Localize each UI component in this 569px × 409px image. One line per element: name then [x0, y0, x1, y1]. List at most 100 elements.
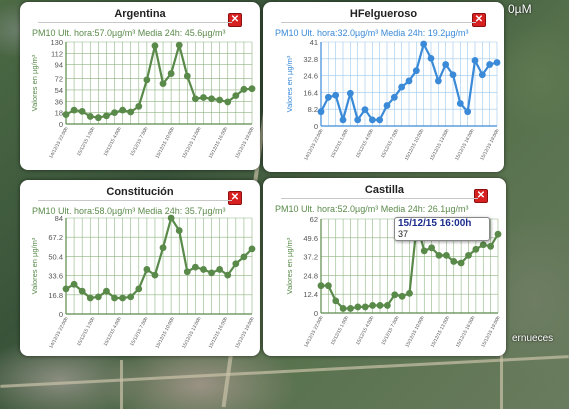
y-tick-label: 84 — [55, 214, 63, 223]
data-point — [191, 263, 199, 271]
data-point — [240, 253, 248, 261]
x-tick-label: 15/12/15 7:00h — [380, 128, 400, 159]
data-point — [434, 77, 442, 85]
y-tick-label: 32.8 — [303, 55, 318, 64]
y-tick-label: 37.2 — [303, 253, 318, 262]
data-point — [175, 227, 183, 234]
x-tick-label: 15/12/15 10:00h — [154, 126, 176, 160]
title-divider — [38, 200, 232, 201]
data-point — [62, 285, 70, 293]
data-point — [456, 100, 464, 107]
x-tick-label: 15/12/15 7:00h — [129, 126, 149, 157]
y-tick-label: 41 — [310, 38, 318, 47]
y-tick-label: 16.4 — [303, 88, 318, 97]
title-divider — [38, 22, 232, 23]
data-point — [478, 71, 486, 79]
panel-subtitle: PM10 Ult. hora:58.0µg/m³ Media 24h: 35.7… — [32, 206, 226, 216]
data-point — [324, 93, 332, 101]
data-point — [435, 251, 443, 259]
data-point — [368, 116, 376, 124]
pm10-chart: 0 18 36 54 72 94 112 130 Valores en µg/m³ 14/12/1… — [30, 38, 256, 160]
data-point — [216, 96, 224, 104]
panel-subtitle: PM10 Ult. hora:52.0µg/m³ Media 24h: 26.1… — [275, 204, 469, 214]
y-axis-label: Valores en µg/m³ — [30, 237, 39, 294]
y-tick-label: 54 — [55, 86, 63, 95]
data-point — [70, 106, 78, 114]
data-point — [339, 116, 347, 124]
station-panel-castilla: Castilla ✕ PM10 Ult. hora:52.0µg/m³ Medi… — [263, 178, 506, 356]
title-divider — [281, 198, 478, 199]
x-tick-label: 15/12/15 10:00h — [404, 315, 426, 349]
y-tick-label: 0 — [59, 120, 63, 129]
tooltip-title: 15/12/15 16:00h — [398, 218, 472, 229]
y-tick-label: 36 — [55, 97, 63, 106]
data-point — [119, 106, 127, 114]
data-point — [78, 107, 86, 115]
series-line — [65, 216, 253, 300]
y-tick-label: 18 — [55, 109, 63, 118]
y-tick-label: 33.6 — [48, 272, 63, 281]
data-point — [224, 98, 232, 106]
data-point — [317, 108, 325, 116]
data-point — [361, 303, 369, 311]
x-tick-label: 15/12/15 13:00h — [429, 128, 451, 162]
data-point — [94, 293, 102, 301]
data-point — [248, 245, 256, 253]
y-tick-label: 0 — [59, 310, 63, 319]
data-point — [86, 113, 94, 120]
data-point — [398, 292, 406, 300]
close-icon[interactable]: ✕ — [228, 191, 242, 205]
data-point — [191, 95, 199, 103]
y-tick-label: 72 — [55, 75, 63, 84]
data-point — [111, 109, 118, 117]
data-point — [332, 297, 340, 305]
panel-title: Constitución — [106, 186, 174, 198]
x-tick-label: 15/12/15 19:00h — [234, 316, 256, 350]
data-point — [167, 70, 175, 77]
y-axis-label: Valores en µg/m³ — [285, 55, 294, 112]
pm10-chart: 0 8.2 16.4 24.6 32.8 41 Valores en µg/m³ 14/12/… — [285, 38, 501, 162]
x-tick-label: 15/12/15 4:00h — [103, 126, 123, 157]
data-point — [376, 302, 384, 309]
data-point — [216, 266, 224, 273]
data-point — [62, 111, 70, 118]
x-tick-label: 15/12/15 4:00h — [355, 315, 375, 346]
data-point — [339, 305, 347, 312]
x-tick-label: 15/12/15 10:00h — [404, 128, 426, 162]
map-place-label: ernueces — [512, 333, 554, 344]
x-tick-label: 15/12/15 13:00h — [430, 315, 452, 349]
station-panel-argentina: Argentina ✕ PM10 Ult. hora:57.0µg/m³ Med… — [20, 2, 260, 170]
station-panel-constitucion: Constitución ✕ PM10 Ult. hora:58.0µg/m³ … — [20, 180, 260, 356]
data-point — [420, 40, 428, 48]
data-point — [383, 302, 391, 309]
y-tick-label: 24.8 — [303, 271, 318, 280]
data-point — [354, 303, 362, 311]
y-tick-label: 24.6 — [303, 72, 318, 81]
data-point — [111, 294, 118, 302]
close-icon[interactable]: ✕ — [474, 189, 488, 203]
data-point — [405, 77, 413, 85]
tooltip-value: 37 — [398, 229, 409, 239]
y-tick-label: 0 — [314, 122, 318, 131]
panel-subtitle: PM10 Ult. hora:32.0µg/m³ Media 24h: 19.2… — [275, 28, 469, 38]
close-icon[interactable]: ✕ — [472, 13, 486, 27]
data-point — [354, 116, 362, 124]
x-tick-label: 15/12/15 19:00h — [479, 128, 501, 162]
y-axis-label: Valores en µg/m³ — [285, 237, 294, 294]
data-point — [428, 244, 436, 252]
data-point — [324, 282, 332, 290]
data-point — [347, 305, 354, 312]
close-icon[interactable]: ✕ — [228, 13, 242, 27]
data-point — [86, 294, 94, 302]
panel-subtitle: PM10 Ult. hora:57.0µg/m³ Media 24h: 45.6… — [32, 28, 226, 38]
y-tick-label: 49.6 — [303, 234, 318, 243]
panel-title: HFelgueroso — [349, 8, 418, 20]
data-point — [457, 259, 465, 267]
x-tick-label: 15/12/15 13:00h — [181, 126, 203, 160]
data-point — [465, 251, 472, 259]
x-tick-label: 15/12/15 16:00h — [455, 315, 477, 349]
x-tick-label: 15/12/15 10:00h — [154, 316, 176, 350]
data-point — [232, 260, 240, 268]
data-point — [240, 85, 248, 93]
y-tick-label: 50.4 — [48, 252, 63, 261]
